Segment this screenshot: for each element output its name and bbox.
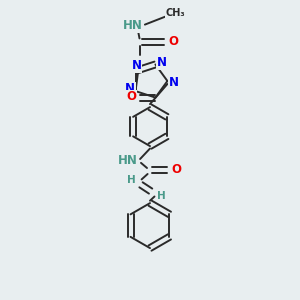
Text: HN: HN [118,154,138,167]
Text: N: N [168,76,178,89]
Text: O: O [168,35,178,48]
Text: O: O [171,163,182,176]
Text: CH₃: CH₃ [165,8,185,19]
Text: N: N [157,56,167,70]
Text: N: N [131,59,142,72]
Text: H: H [157,191,166,201]
Text: HN: HN [123,19,143,32]
Text: H: H [127,175,136,185]
Text: O: O [126,90,136,104]
Text: N: N [125,82,135,95]
